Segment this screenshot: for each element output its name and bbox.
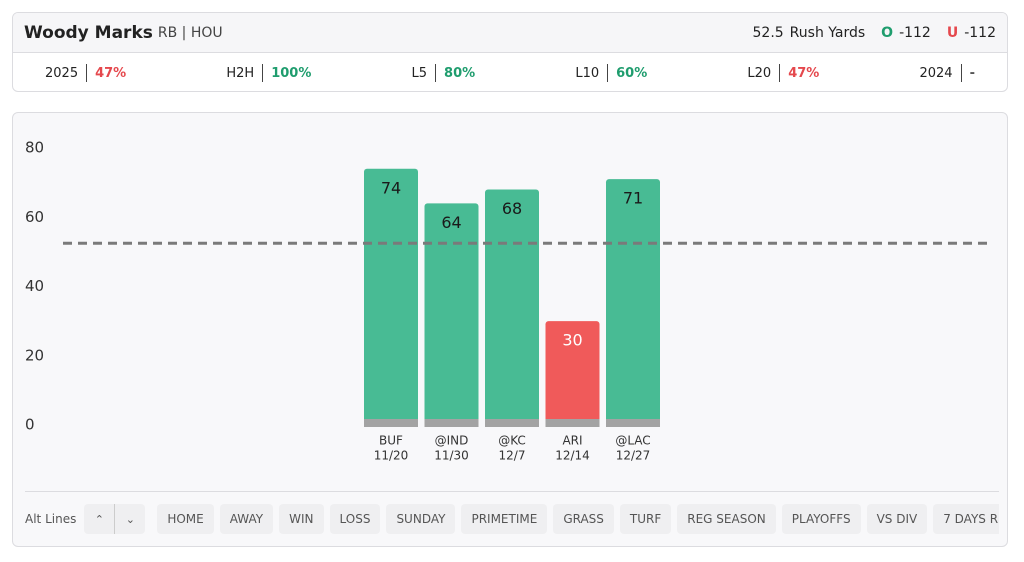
stat-value: -	[969, 65, 975, 81]
stat: L5 80%	[411, 64, 476, 82]
stat-label: L5	[411, 65, 428, 81]
y-tick-label: 0	[25, 416, 35, 434]
divider	[25, 491, 999, 492]
stat-separator	[86, 64, 88, 82]
y-tick-label: 40	[25, 277, 44, 295]
filter-button[interactable]: SUNDAY	[386, 504, 456, 534]
y-tick-label: 80	[25, 139, 44, 157]
filter-button[interactable]: PRIMETIME	[461, 504, 548, 534]
chart-card: 0 20 40 60 80 74 BUF 11/20 64 @IND 11/30 68 @KC 12/7 3…	[12, 112, 1008, 547]
stat-label: H2H	[226, 65, 255, 81]
stats-row: 2025 47% H2H 100% L5 80% L10 60% L20 47% 2024-	[13, 53, 1007, 91]
stat-label: 2024	[919, 65, 953, 81]
stat-separator	[262, 64, 264, 82]
stat: H2H 100%	[226, 64, 311, 82]
line-value: 52.5	[752, 24, 784, 41]
under-label[interactable]: U	[946, 24, 959, 41]
filter-button[interactable]: WIN	[279, 504, 324, 534]
x-tick-label: @KC	[498, 434, 526, 448]
bar	[424, 203, 479, 427]
stat-value: 80%	[444, 65, 476, 81]
stat: 2025 47%	[45, 64, 126, 82]
value-label: 30	[562, 331, 582, 350]
filter-button[interactable]: HOME	[157, 504, 214, 534]
arrow-up[interactable]: ⌃	[94, 512, 104, 526]
stat-separator	[435, 64, 437, 82]
stat-label: L20	[747, 65, 772, 81]
x-tick-label: @IND	[435, 434, 469, 448]
stat-value: 60%	[616, 65, 648, 81]
line-info: 52.5 Rush Yards O -112 U -112	[753, 25, 997, 41]
position: RB | HOU	[157, 24, 223, 41]
stat-label: 2025	[45, 65, 79, 81]
header: Woody Marks RB | HOU 52.5 Rush Yards O -…	[13, 13, 1007, 53]
filter-button[interactable]: VS DIV	[866, 504, 928, 534]
x-tick-label: ARI	[562, 434, 582, 448]
value-label: 71	[623, 189, 643, 208]
y-tick-label: 60	[25, 208, 44, 226]
filter-button[interactable]: 7 DAYS REST	[933, 504, 999, 534]
player-name: Woody Marks	[24, 22, 153, 43]
player-card: Woody Marks RB | HOU 52.5 Rush Yards O -…	[12, 12, 1008, 92]
stat-separator	[779, 64, 781, 82]
under-odds[interactable]: -112	[964, 24, 996, 41]
bar	[545, 321, 600, 427]
filter-button[interactable]: REG SEASON	[677, 504, 776, 534]
stat-value: 47%	[788, 65, 820, 81]
stat: L10 60%	[575, 64, 647, 82]
value-label: 68	[502, 199, 522, 218]
x-tick-date: 11/20	[374, 449, 409, 463]
filter-button[interactable]: GRASS	[553, 504, 614, 534]
stat-separator	[960, 64, 962, 82]
bar	[606, 179, 660, 427]
value-label: 64	[441, 213, 461, 232]
stat-value: 100%	[271, 65, 312, 81]
bar-base	[545, 419, 600, 427]
y-tick-label: 20	[25, 346, 44, 364]
bar	[485, 189, 539, 427]
filter-button[interactable]: LOSS	[329, 504, 381, 534]
value-label: 74	[381, 178, 401, 197]
arrow-down[interactable]: ⌄	[114, 504, 145, 534]
x-tick-date: 12/7	[499, 449, 526, 463]
stat-label: L10	[575, 65, 600, 81]
bar	[364, 168, 418, 427]
over-label[interactable]: O	[881, 24, 894, 41]
filter-button[interactable]: TURF	[619, 504, 672, 534]
filter-bar: Alt Lines ⌃ ⌄ HOME AWAY WIN LOSS SUNDAY PRIME…	[25, 503, 999, 535]
alt-lines-arrows: ⌃ ⌄	[84, 504, 146, 534]
filter-button[interactable]: AWAY	[219, 504, 274, 534]
stat-value: 47%	[95, 65, 127, 81]
x-tick-label: BUF	[379, 434, 403, 448]
bar-base	[606, 419, 660, 427]
over-odds[interactable]: -112	[899, 24, 931, 41]
market: Rush Yards	[789, 24, 866, 41]
stat: L20 47%	[747, 64, 819, 82]
stat-separator	[607, 64, 609, 82]
x-tick-date: 12/14	[555, 449, 590, 463]
bar-base	[485, 419, 539, 427]
x-tick-date: 12/27	[616, 449, 651, 463]
bar-base	[424, 419, 479, 427]
x-tick-date: 11/30	[434, 449, 469, 463]
bar-base	[364, 419, 418, 427]
alt-lines-label: Alt Lines	[25, 512, 77, 526]
stat: 2024-	[919, 64, 975, 82]
filter-button[interactable]: PLAYOFFS	[781, 504, 861, 534]
x-tick-label: @LAC	[615, 434, 650, 448]
